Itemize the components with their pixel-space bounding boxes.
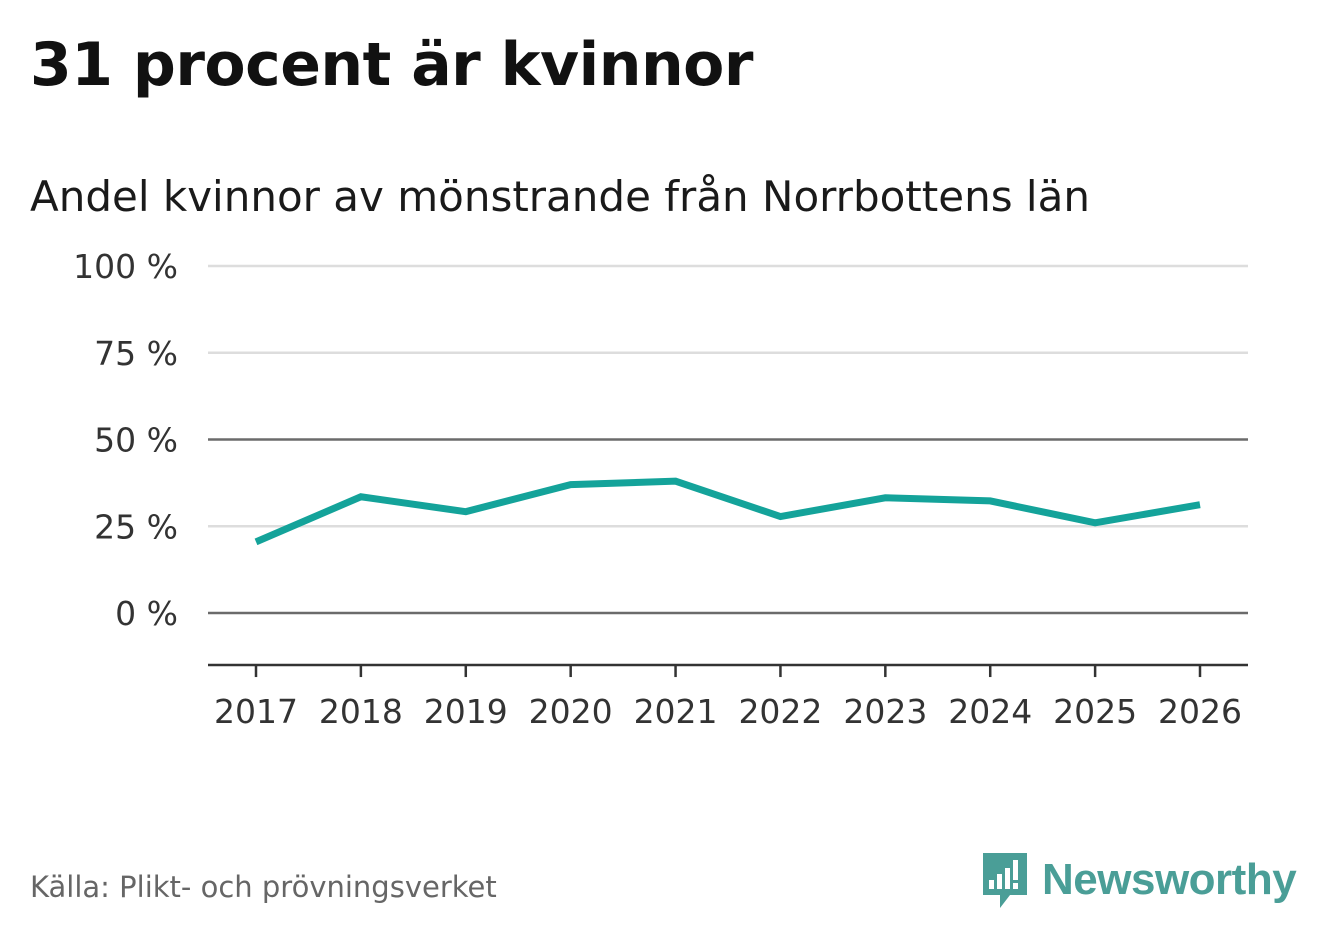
series-line [254,477,1201,546]
x-tick-label: 2024 [948,692,1032,731]
y-axis-ticks: 100 % 75 % 50 % 25 % 0 % [73,247,178,633]
chart-subtitle: Andel kvinnor av mönstrande från Norrbot… [30,172,1090,221]
y-tick-label: 50 % [94,421,178,460]
series-layer [254,477,1201,546]
source-note: Källa: Plikt- och prövningsverket [30,870,497,904]
x-axis-ticks: 2017 2018 2019 2020 2021 2022 2023 2024 2025 2026 [214,665,1242,731]
y-tick-label: 25 % [94,507,178,546]
x-tick-label: 2022 [738,692,822,731]
y-tick-label: 0 % [115,594,178,633]
brand-name: Newsworthy [1042,855,1297,904]
x-tick-label: 2019 [424,692,508,731]
brand-logo: Newsworthy [980,848,1297,912]
x-tick-label: 2023 [843,692,927,731]
y-tick-label: 100 % [73,247,178,286]
x-tick-label: 2026 [1158,692,1242,731]
x-tick-label: 2018 [319,692,403,731]
gridlines [208,264,1248,615]
newsworthy-logo-icon [983,853,1027,908]
x-tick-label: 2021 [634,692,718,731]
x-tick-label: 2025 [1053,692,1137,731]
y-tick-label: 75 % [94,334,178,373]
x-tick-label: 2017 [214,692,298,731]
chart-title: 31 procent är kvinnor [30,30,753,100]
x-tick-label: 2020 [529,692,613,731]
